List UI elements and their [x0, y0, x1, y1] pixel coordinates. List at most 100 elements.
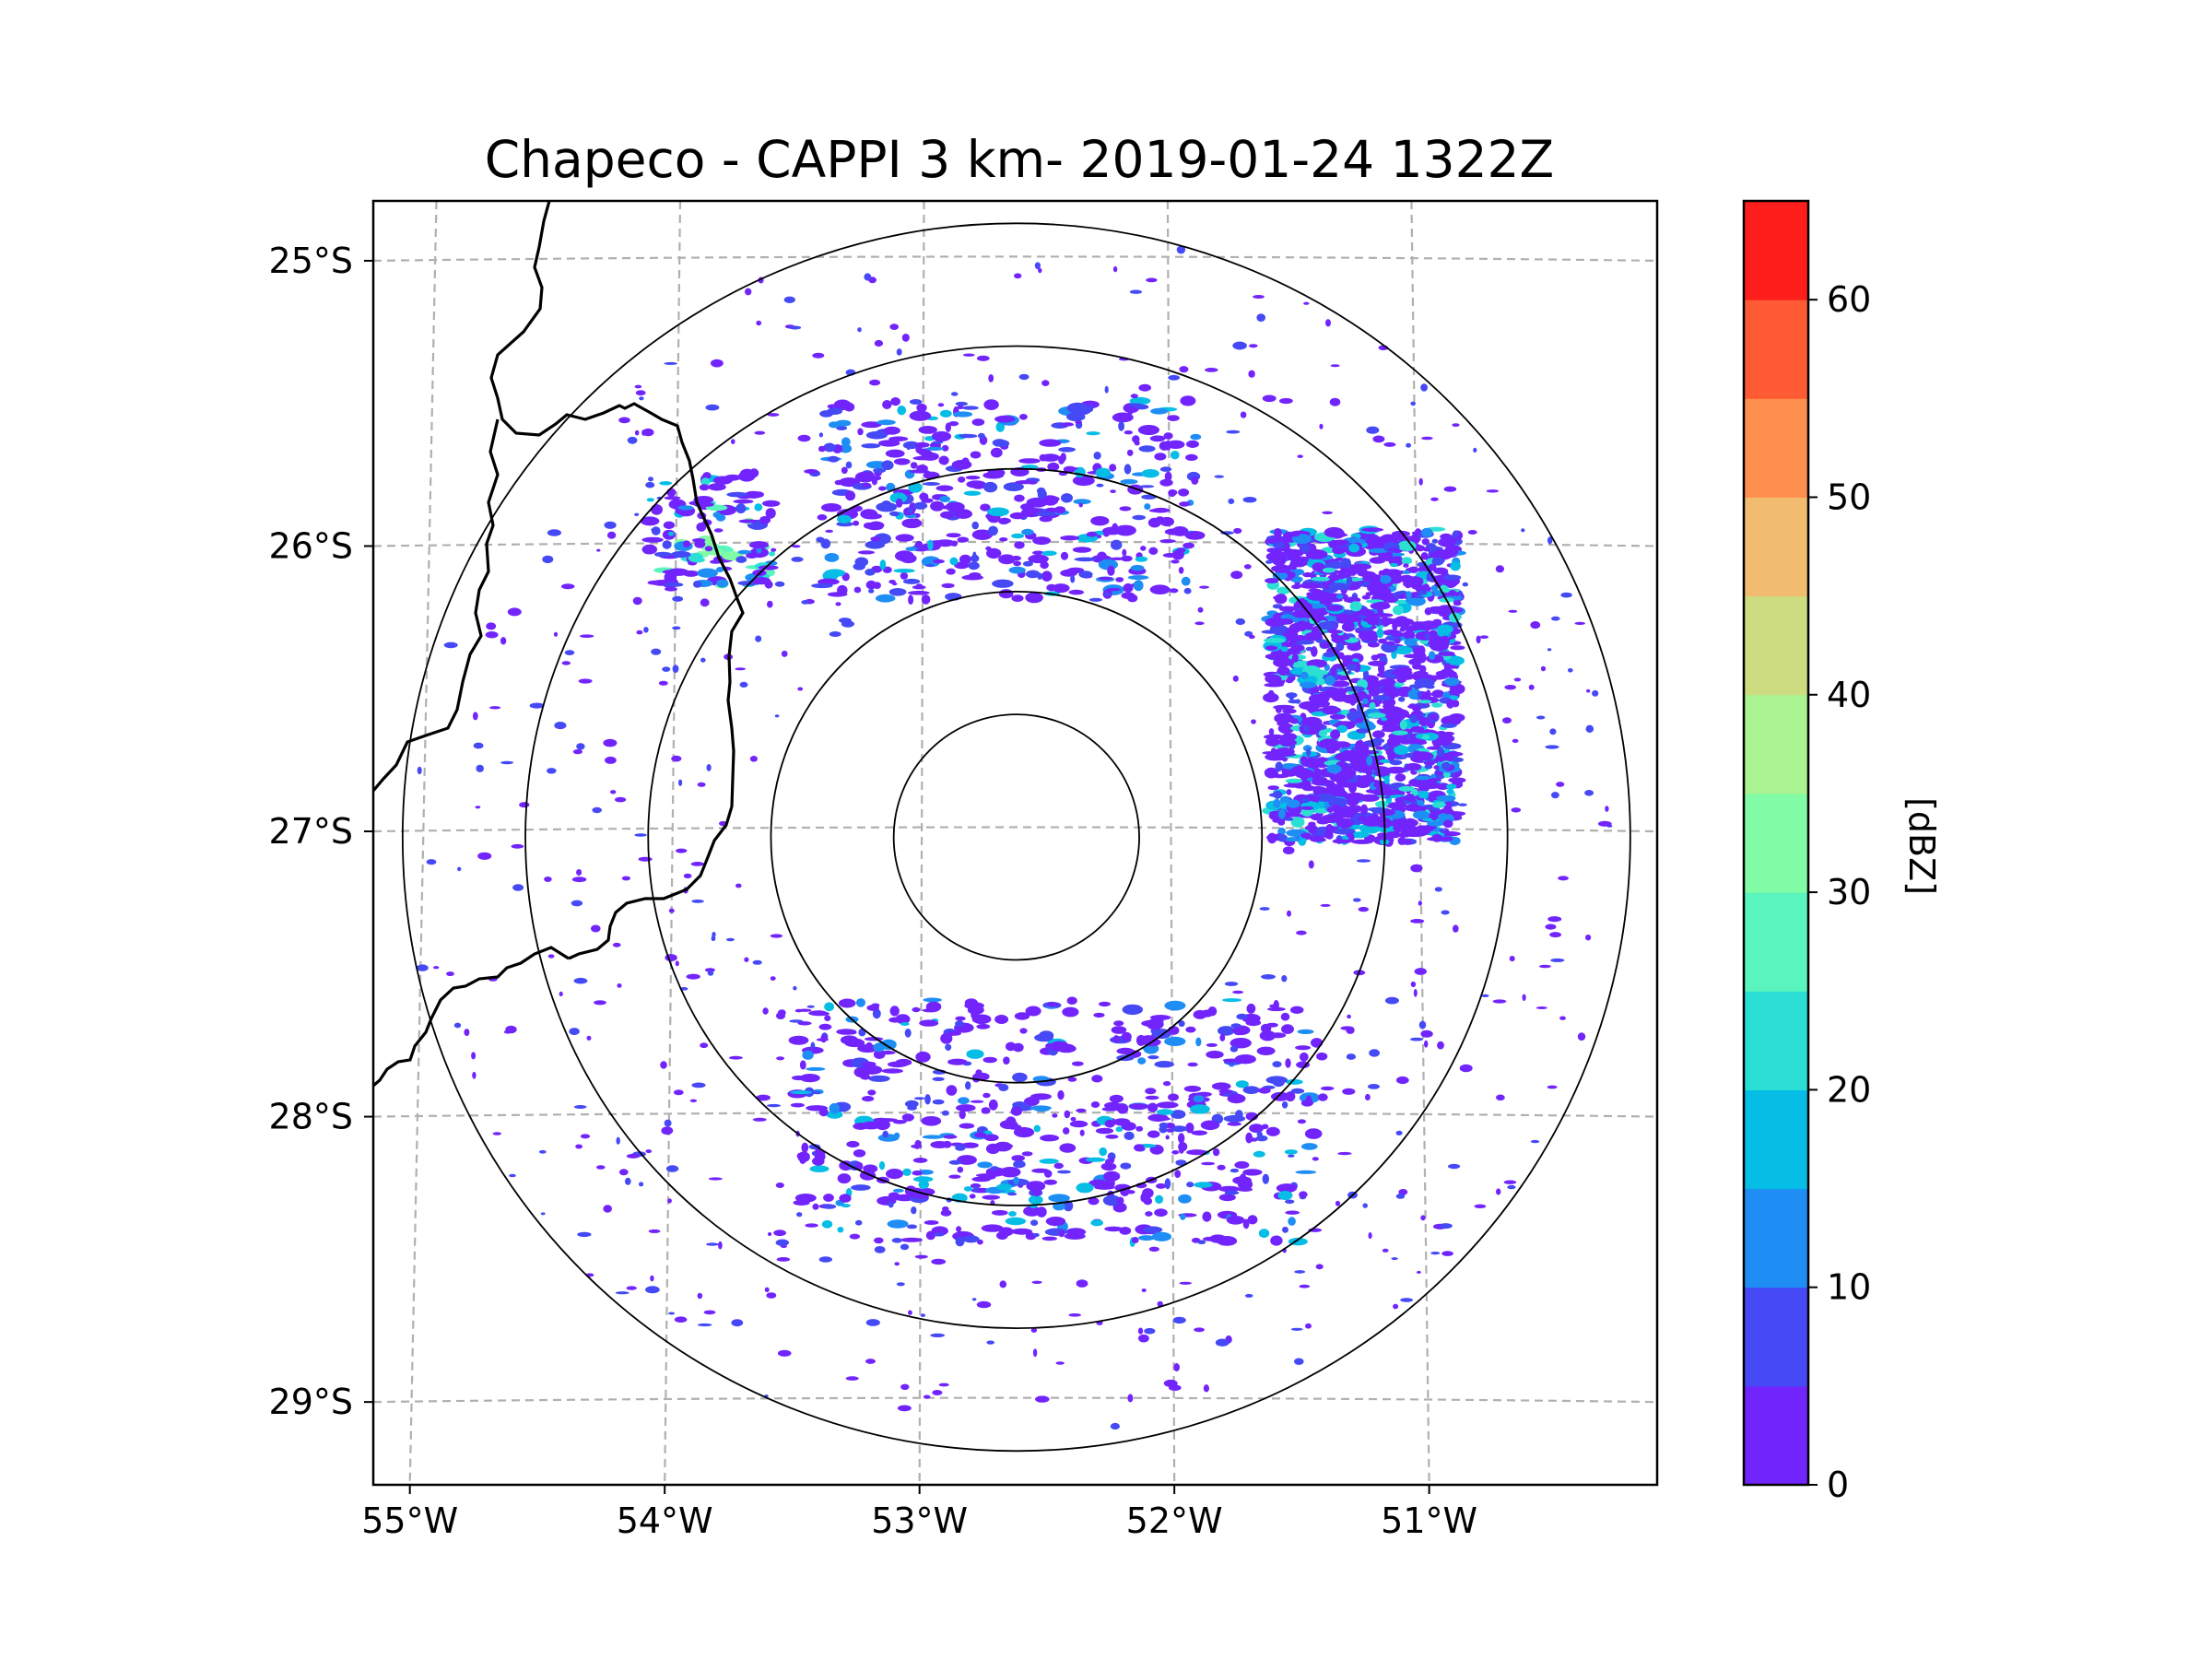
- echo-cell: [1397, 837, 1406, 845]
- colorbar-segment: [1744, 793, 1808, 893]
- echo-cell: [1164, 471, 1172, 482]
- echo-cell: [1286, 799, 1300, 808]
- echo-cell: [865, 1319, 880, 1326]
- echo-cell: [433, 966, 440, 970]
- echo-cell: [1394, 745, 1409, 756]
- echo-cell: [948, 1174, 961, 1179]
- echo-cell: [1361, 594, 1371, 600]
- echo-cell: [907, 590, 930, 595]
- echo-cell: [1278, 735, 1295, 747]
- echo-cell: [715, 513, 726, 522]
- echo-cell: [901, 334, 910, 342]
- echo-cell: [678, 779, 683, 786]
- echo-cell: [878, 1160, 886, 1171]
- echo-cell: [801, 600, 809, 605]
- echo-cell: [1324, 727, 1333, 733]
- echo-cell: [1043, 1179, 1057, 1185]
- echo-cell: [998, 1084, 1009, 1091]
- echo-cell: [881, 460, 894, 471]
- echo-cell: [1328, 539, 1347, 547]
- echo-cell: [818, 1107, 829, 1117]
- echo-cell: [1191, 1130, 1208, 1135]
- echo-cell: [919, 1019, 939, 1027]
- echo-cell: [1272, 1061, 1282, 1068]
- echo-cell: [1284, 817, 1294, 821]
- echo-cell: [1201, 1009, 1214, 1018]
- echo-cell: [1305, 1323, 1312, 1329]
- echo-cell: [949, 557, 959, 566]
- echo-cell: [634, 512, 640, 516]
- echo-cell: [1269, 769, 1277, 775]
- echo-cell: [1381, 717, 1388, 722]
- echo-cell: [900, 1383, 910, 1391]
- echo-cell: [682, 540, 691, 547]
- echo-cell: [1539, 964, 1551, 969]
- echo-cell: [1047, 1002, 1059, 1007]
- echo-cell: [1265, 737, 1280, 747]
- echo-cell: [1429, 651, 1436, 661]
- echo-cell: [769, 551, 776, 557]
- echo-cell: [718, 1241, 723, 1250]
- echo-cell: [1147, 517, 1161, 528]
- echo-cell: [735, 883, 742, 888]
- echo-cell: [1405, 597, 1415, 604]
- echo-cell: [997, 440, 1010, 447]
- echo-cell: [1329, 713, 1346, 720]
- echo-cell: [958, 1097, 970, 1105]
- echo-cell: [893, 569, 915, 573]
- echo-cell: [1414, 775, 1430, 781]
- echo-cell: [1408, 703, 1418, 709]
- echo-cell: [916, 403, 927, 413]
- echo-cell: [1301, 716, 1323, 727]
- echo-cell: [1366, 426, 1380, 434]
- echo-cell: [765, 508, 776, 519]
- echo-cell: [945, 501, 965, 512]
- echo-cell: [1550, 958, 1565, 962]
- echo-cell: [1414, 968, 1428, 975]
- echo-cell: [1120, 478, 1138, 485]
- echo-cell: [810, 1041, 816, 1050]
- echo-cell: [1131, 1237, 1139, 1243]
- echo-cell: [971, 529, 994, 540]
- echo-cell: [1315, 1264, 1324, 1270]
- echo-cell: [849, 1233, 861, 1240]
- echo-cell: [426, 859, 437, 865]
- echo-cell: [724, 474, 741, 481]
- echo-cell: [1311, 646, 1318, 657]
- echo-cell: [1486, 489, 1500, 493]
- echo-cell: [1352, 805, 1362, 813]
- echo-cell: [672, 626, 681, 630]
- y-tick-label: 26°S: [269, 525, 353, 566]
- echo-cell: [1427, 820, 1445, 827]
- x-tick-label: 51°W: [1381, 1500, 1477, 1541]
- echo-cell: [986, 400, 994, 406]
- echo-cell: [1394, 773, 1406, 782]
- echo-cell: [573, 1105, 587, 1109]
- echo-cell: [1072, 475, 1095, 487]
- echo-cell: [1405, 818, 1416, 824]
- echo-cell: [998, 589, 1014, 599]
- echo-cell: [1290, 817, 1305, 828]
- echo-cell: [959, 1110, 966, 1120]
- echo-cell: [1197, 606, 1204, 613]
- echo-cell: [1281, 975, 1288, 982]
- echo-cell: [453, 1022, 462, 1029]
- echo-cell: [658, 680, 668, 686]
- echo-cell: [1304, 1128, 1323, 1139]
- echo-cell: [1096, 483, 1104, 488]
- echo-cell: [900, 571, 909, 580]
- echo-cell: [927, 539, 934, 551]
- echo-cell: [861, 1121, 881, 1130]
- echo-cell: [1431, 801, 1446, 808]
- echo-cell: [1357, 775, 1375, 784]
- echo-cell: [1430, 1252, 1441, 1255]
- echo-cell: [1242, 1218, 1250, 1230]
- echo-cell: [446, 971, 454, 977]
- echo-cell: [1337, 675, 1350, 681]
- echo-cell: [837, 1227, 844, 1233]
- echo-cell: [1393, 605, 1404, 616]
- echo-cell: [1067, 1077, 1077, 1082]
- echo-cell: [997, 517, 1011, 524]
- echo-cell: [1085, 1157, 1106, 1162]
- echo-cell: [1502, 717, 1512, 724]
